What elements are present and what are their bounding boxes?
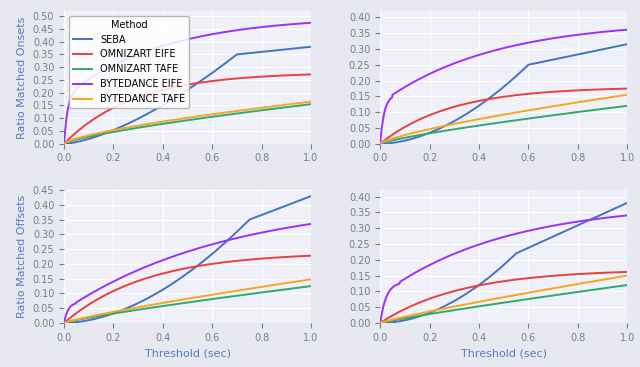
Legend: SEBA, OMNIZART EIFE, OMNIZART TAFE, BYTEDANCE EIFE, BYTEDANCE TAFE: SEBA, OMNIZART EIFE, OMNIZART TAFE, BYTE… (69, 16, 189, 108)
BYTEDANCE EIFE (307, 21, 315, 25)
Line: OMNIZART TAFE: OMNIZART TAFE (64, 104, 311, 144)
BYTEDANCE EIFE (60, 142, 68, 146)
SEBA (207, 72, 215, 76)
OMNIZART EIFE (207, 79, 215, 83)
BYTEDANCE EIFE (177, 39, 185, 43)
BYTEDANCE EIFE (207, 32, 215, 37)
OMNIZART EIFE (60, 142, 68, 146)
Line: OMNIZART EIFE: OMNIZART EIFE (64, 75, 311, 144)
BYTEDANCE TAFE (194, 114, 202, 119)
Y-axis label: Ratio Matched Onsets: Ratio Matched Onsets (17, 16, 27, 139)
SEBA (301, 45, 309, 50)
BYTEDANCE TAFE (301, 100, 309, 105)
Line: SEBA: SEBA (64, 47, 311, 144)
OMNIZART EIFE (194, 81, 202, 85)
OMNIZART TAFE (194, 117, 202, 121)
OMNIZART EIFE (179, 83, 187, 88)
Line: BYTEDANCE EIFE: BYTEDANCE EIFE (64, 23, 311, 144)
SEBA (307, 44, 315, 49)
BYTEDANCE TAFE (307, 99, 315, 104)
Y-axis label: Ratio Matched Offsets: Ratio Matched Offsets (17, 195, 27, 318)
BYTEDANCE EIFE (301, 21, 309, 25)
OMNIZART TAFE (262, 108, 270, 112)
SEBA (179, 91, 187, 95)
SEBA (60, 142, 68, 146)
SEBA (194, 81, 202, 85)
OMNIZART TAFE (60, 142, 68, 146)
X-axis label: Threshold (sec): Threshold (sec) (461, 348, 547, 358)
BYTEDANCE TAFE (177, 117, 185, 121)
OMNIZART EIFE (262, 74, 270, 79)
OMNIZART EIFE (301, 72, 309, 77)
OMNIZART TAFE (179, 119, 187, 123)
SEBA (177, 92, 185, 96)
BYTEDANCE EIFE (179, 38, 187, 43)
BYTEDANCE EIFE (262, 24, 270, 29)
X-axis label: Threshold (sec): Threshold (sec) (145, 348, 230, 358)
BYTEDANCE EIFE (194, 35, 202, 39)
OMNIZART EIFE (307, 72, 315, 77)
OMNIZART TAFE (207, 115, 215, 119)
BYTEDANCE TAFE (179, 116, 187, 121)
BYTEDANCE TAFE (207, 112, 215, 117)
BYTEDANCE TAFE (262, 105, 270, 109)
OMNIZART TAFE (177, 119, 185, 123)
OMNIZART EIFE (177, 84, 185, 88)
BYTEDANCE TAFE (60, 142, 68, 146)
SEBA (262, 49, 270, 54)
OMNIZART TAFE (301, 103, 309, 107)
Line: BYTEDANCE TAFE: BYTEDANCE TAFE (64, 102, 311, 144)
OMNIZART TAFE (307, 102, 315, 106)
